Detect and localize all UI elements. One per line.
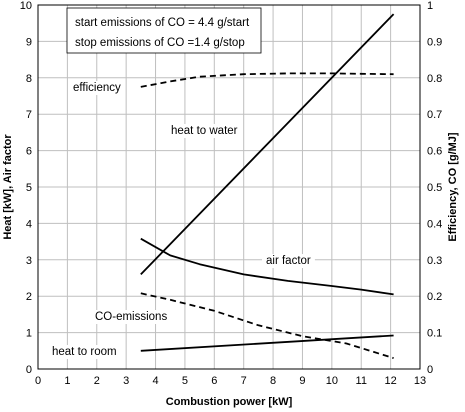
y-tick-label-left: 3	[26, 255, 32, 267]
x-tick-label: 12	[384, 375, 396, 387]
y-axis-title-right: Efficiency, CO [g/MJ]	[447, 132, 459, 242]
series-line-heat-to-room	[140, 334, 394, 352]
y-tick-label-left: 9	[26, 36, 32, 48]
x-tick-label: 0	[35, 375, 41, 387]
plot-frame	[37, 4, 421, 370]
y-tick-label-right: 0.4	[427, 218, 442, 230]
x-tick-label: 9	[299, 375, 305, 387]
y-tick-label-right: 0.8	[427, 73, 442, 85]
series-label-co-emissions: CO-emissions	[95, 311, 167, 323]
series-line-efficiency	[140, 72, 394, 88]
info-box-line: start emissions of CO = 4.4 g/start	[75, 17, 250, 29]
y-tick-label-left: 5	[26, 182, 32, 194]
y-tick-label-right: 0.1	[427, 328, 442, 340]
info-box-line: stop emissions of CO =1.4 g/stop	[75, 37, 245, 49]
info-box-frame	[66, 7, 262, 54]
series-line-heat-to-water	[140, 13, 395, 276]
series-line-co-emissions	[140, 292, 394, 359]
x-tick-label: 1	[64, 375, 70, 387]
x-axis-title: Combustion power [kW]	[166, 396, 293, 408]
x-tick-label: 5	[182, 375, 188, 387]
y-tick-label-right: 0.5	[427, 182, 442, 194]
x-tick-label: 10	[326, 375, 338, 387]
x-tick-label: 11	[356, 375, 367, 387]
series-layer	[140, 13, 395, 359]
info-box: start emissions of CO = 4.4 g/start stop…	[66, 7, 262, 54]
x-tick-label: 13	[414, 375, 426, 387]
y-tick-label-right: 1	[427, 0, 433, 12]
y-tick-label-left: 0	[26, 364, 32, 376]
x-tick-label: 7	[241, 375, 247, 387]
y-tick-label-left: 2	[26, 291, 32, 303]
series-annotations: efficiency heat to water air factor CO-e…	[48, 81, 315, 359]
y-tick-label-right: 0.9	[427, 36, 442, 48]
y-tick-label-right: 0	[427, 364, 433, 376]
y-tick-label-left: 4	[26, 218, 32, 230]
tick-labels: 0 1 2 3 4 5 6 7 8 9 10 11 12 1301234567891000.10.20.3…	[20, 0, 443, 387]
series-label-heat-to-water: heat to water	[171, 125, 238, 137]
x-tick-label: 3	[123, 375, 129, 387]
y-tick-label-left: 1	[26, 328, 32, 340]
y-tick-label-left: 8	[26, 73, 32, 85]
series-label-air-factor: air factor	[266, 255, 311, 267]
y-tick-label-left: 7	[26, 109, 32, 121]
series-line-air-factor	[140, 237, 394, 296]
series-label-efficiency: efficiency	[73, 82, 121, 94]
y-tick-label-left: 10	[20, 0, 32, 12]
y-tick-label-right: 0.6	[427, 146, 442, 158]
x-tick-label: 8	[270, 375, 276, 387]
x-tick-label: 6	[211, 375, 217, 387]
y-tick-label-right: 0.7	[427, 109, 442, 121]
y-tick-label-right: 0.3	[427, 255, 442, 267]
y-tick-label-left: 6	[26, 146, 32, 158]
y-axis-title-left: Heat [kW], Air factor	[2, 134, 14, 240]
x-tick-label: 2	[94, 375, 100, 387]
series-label-heat-to-room: heat to room	[52, 346, 117, 358]
y-tick-label-right: 0.2	[427, 291, 442, 303]
x-tick-label: 4	[152, 375, 158, 387]
